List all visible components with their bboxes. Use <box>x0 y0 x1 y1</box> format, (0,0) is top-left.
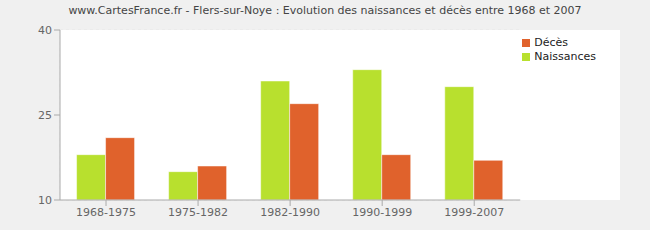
svg-text:25: 25 <box>38 109 52 122</box>
svg-text:1999-2007: 1999-2007 <box>444 206 504 219</box>
html-text:Naissances: Naissances <box>534 50 596 63</box>
svg-text:40: 40 <box>38 24 52 37</box>
html-text:Décès: Décès <box>534 36 568 49</box>
svg-text:1990-1999: 1990-1999 <box>352 206 412 219</box>
svg-text:1968-1975: 1968-1975 <box>76 206 136 219</box>
svg-text:1982-1990: 1982-1990 <box>260 206 320 219</box>
html-text:www.CartesFrance.fr - Flers-su: www.CartesFrance.fr - Flers-sur-Noye : E… <box>68 4 582 17</box>
svg-text:10: 10 <box>38 194 52 207</box>
svg-text:1975-1982: 1975-1982 <box>168 206 228 219</box>
